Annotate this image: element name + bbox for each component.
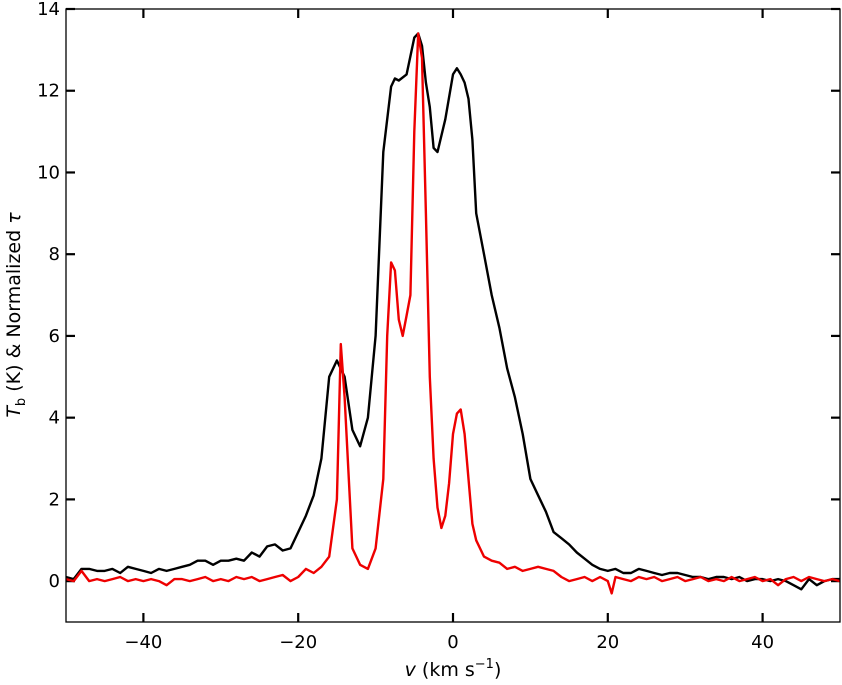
y-axis-label: Tb (K) & Normalized τ: [3, 212, 29, 418]
y-tick-label: 14: [37, 0, 60, 20]
x-axis-label-unit: (km s: [416, 659, 475, 681]
y-tick-label: 2: [49, 489, 60, 510]
y-axis-label-tau: τ: [3, 212, 25, 224]
y-axis-label-variable: T: [3, 405, 25, 418]
y-tick-label: 10: [37, 162, 60, 183]
x-tick-label: −40: [124, 632, 162, 653]
x-axis-label-close: ): [494, 659, 501, 681]
plot-frame: [65, 8, 841, 623]
x-axis-ticks: −40 −20 0 20 40: [124, 9, 774, 653]
series-line-2: [65, 32, 841, 595]
plot-series: [65, 32, 841, 595]
x-tick-label: 40: [751, 632, 774, 653]
y-tick-label: 12: [37, 81, 60, 102]
series-line-1: [65, 32, 840, 591]
y-axis-ticks: 0 2 4 6 8 10 12 14: [37, 0, 840, 592]
x-tick-label: 0: [447, 632, 458, 653]
x-axis-label-variable: v: [405, 659, 417, 681]
x-axis-label: v (km s−1): [405, 657, 502, 681]
x-tick-label: 20: [596, 632, 619, 653]
y-tick-label: 6: [49, 326, 60, 347]
x-axis-label-exponent: −1: [475, 657, 494, 672]
x-tick-label: −20: [279, 632, 317, 653]
y-axis-label-subscript: b: [14, 398, 29, 406]
y-tick-label: 0: [49, 571, 60, 592]
y-tick-label: 4: [49, 408, 60, 429]
y-tick-label: 8: [49, 244, 60, 265]
y-axis-label-text: (K) & Normalized: [3, 224, 25, 398]
